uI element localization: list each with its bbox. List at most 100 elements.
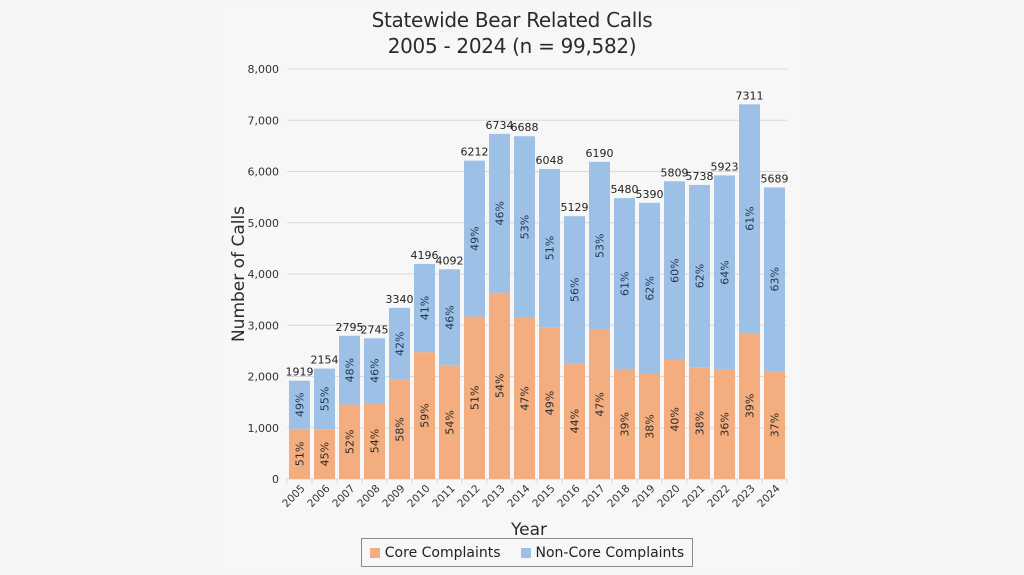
- percent-label-noncore: 48%: [344, 358, 357, 382]
- x-tick-label: 2020: [655, 483, 682, 510]
- bar-core-2022: [714, 369, 735, 479]
- percent-label-noncore: 61%: [744, 206, 757, 230]
- percent-label-core: 38%: [644, 414, 657, 438]
- bar-noncore-2005: [289, 380, 310, 429]
- bar-noncore-2018: [614, 198, 635, 370]
- percent-label-core: 39%: [619, 412, 632, 436]
- bar-noncore-2019: [639, 202, 660, 375]
- bar-core-2005: [289, 428, 310, 479]
- x-tick-label: 2023: [730, 483, 757, 510]
- bar-core-2023: [739, 332, 760, 479]
- y-tick-label: 8,000: [248, 63, 280, 76]
- percent-label-core: 54%: [369, 429, 382, 453]
- x-tick-label: 2006: [305, 482, 333, 510]
- bar-core-2008: [364, 403, 385, 479]
- total-label: 1919: [286, 366, 314, 379]
- percent-label-noncore: 56%: [569, 278, 582, 302]
- total-label: 5390: [636, 188, 664, 201]
- legend-item-noncore[interactable]: Non-Core Complaints: [520, 544, 685, 561]
- chart-subtitle: 2005 - 2024 (n = 99,582): [387, 34, 637, 58]
- percent-label-core: 44%: [569, 409, 582, 433]
- total-label: 6048: [536, 154, 564, 167]
- bar-core-2012: [464, 316, 485, 479]
- bar-noncore-2012: [464, 160, 485, 317]
- y-axis-label: Number of Calls: [229, 206, 249, 342]
- percent-label-core: 45%: [319, 442, 332, 466]
- data-labels: 1919 51% 49% 2154 45% 55% 2795 52% 48% 2745 54% 46%…: [286, 89, 789, 466]
- percent-label-noncore: 46%: [494, 201, 507, 225]
- bar-core-2016: [564, 363, 585, 479]
- x-tick-label: 2012: [455, 483, 482, 510]
- total-label: 4196: [411, 249, 439, 262]
- total-label: 2745: [361, 323, 389, 336]
- x-tick-label: 2024: [755, 482, 783, 510]
- percent-label-noncore: 53%: [519, 215, 532, 239]
- percent-label-noncore: 42%: [394, 332, 407, 356]
- bar-core-2010: [414, 352, 435, 479]
- x-tick-label: 2013: [480, 483, 507, 510]
- percent-label-noncore: 64%: [719, 260, 732, 284]
- y-tick-label: 5,000: [248, 217, 280, 230]
- percent-label-core: 47%: [594, 392, 607, 416]
- x-tick-label: 2019: [630, 483, 657, 510]
- percent-label-noncore: 41%: [419, 296, 432, 320]
- x-tick-label: 2017: [580, 483, 607, 510]
- bar-noncore-2011: [439, 269, 460, 366]
- y-tick-label: 4,000: [248, 268, 280, 281]
- x-tick-label: 2022: [705, 483, 732, 510]
- percent-label-noncore: 49%: [294, 393, 307, 417]
- y-tick-label: 6,000: [248, 166, 280, 179]
- percent-label-core: 54%: [494, 374, 507, 398]
- total-label: 6212: [461, 146, 489, 159]
- bar-core-2011: [439, 365, 460, 479]
- bar-core-2017: [589, 329, 610, 479]
- bar-noncore-2017: [589, 161, 610, 330]
- bar-core-2007: [339, 404, 360, 479]
- percent-label-noncore: 63%: [769, 267, 782, 291]
- legend-label-noncore: Non-Core Complaints: [535, 544, 685, 561]
- bar-core-2024: [764, 371, 785, 479]
- percent-label-noncore: 49%: [469, 226, 482, 250]
- bars: [289, 104, 785, 479]
- bar-core-2014: [514, 317, 535, 479]
- percent-label-noncore: 62%: [694, 264, 707, 288]
- x-tick-labels: 2005200620072008200920102011201220132014…: [280, 482, 783, 510]
- y-tick-label: 1,000: [248, 422, 280, 435]
- percent-label-core: 36%: [719, 412, 732, 436]
- percent-label-core: 38%: [694, 411, 707, 435]
- x-tick-label: 2005: [280, 483, 307, 510]
- percent-label-core: 49%: [544, 391, 557, 415]
- bar-noncore-2010: [414, 263, 435, 353]
- bar-core-2019: [639, 374, 660, 479]
- percent-label-core: 40%: [669, 407, 682, 431]
- bar-core-2015: [539, 327, 560, 479]
- y-tick-label: 3,000: [248, 319, 280, 332]
- bar-noncore-2023: [739, 104, 760, 333]
- x-tick-label: 2021: [680, 483, 707, 510]
- total-label: 6190: [586, 147, 614, 160]
- total-label: 6688: [511, 121, 539, 134]
- x-tick-label: 2018: [605, 483, 632, 510]
- y-tick-label: 7,000: [248, 114, 280, 127]
- total-label: 4092: [436, 254, 464, 267]
- total-label: 2154: [311, 354, 339, 367]
- total-label: 5738: [686, 170, 714, 183]
- bar-noncore-2014: [514, 136, 535, 318]
- total-label: 3340: [386, 293, 414, 306]
- y-tick-labels: 0 1,000 2,000 3,000 4,000 5,000 6,000 7,000 8,00…: [248, 63, 280, 486]
- bar-noncore-2006: [314, 368, 335, 430]
- percent-label-noncore: 61%: [619, 272, 632, 296]
- percent-label-core: 39%: [744, 394, 757, 418]
- x-tick-label: 2016: [555, 482, 583, 510]
- bar-noncore-2021: [689, 184, 710, 368]
- legend-swatch-core: [369, 547, 380, 558]
- percent-label-core: 37%: [769, 413, 782, 437]
- x-tick-label: 2009: [380, 483, 407, 510]
- legend-item-core[interactable]: Core Complaints: [369, 545, 501, 561]
- total-label: 6734: [486, 119, 514, 132]
- y-tick-label: 2,000: [248, 371, 280, 384]
- percent-label-noncore: 62%: [644, 276, 657, 300]
- percent-label-core: 58%: [394, 417, 407, 441]
